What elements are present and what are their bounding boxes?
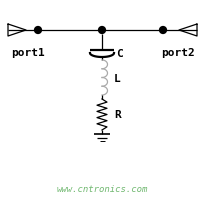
Text: R: R — [113, 110, 120, 120]
Circle shape — [98, 27, 105, 34]
Text: C: C — [115, 49, 122, 59]
Text: www.cntronics.com: www.cntronics.com — [56, 185, 147, 194]
Text: port1: port1 — [11, 48, 45, 58]
Circle shape — [159, 27, 166, 34]
Text: L: L — [113, 73, 120, 83]
Text: port2: port2 — [160, 48, 194, 58]
Circle shape — [34, 27, 41, 34]
